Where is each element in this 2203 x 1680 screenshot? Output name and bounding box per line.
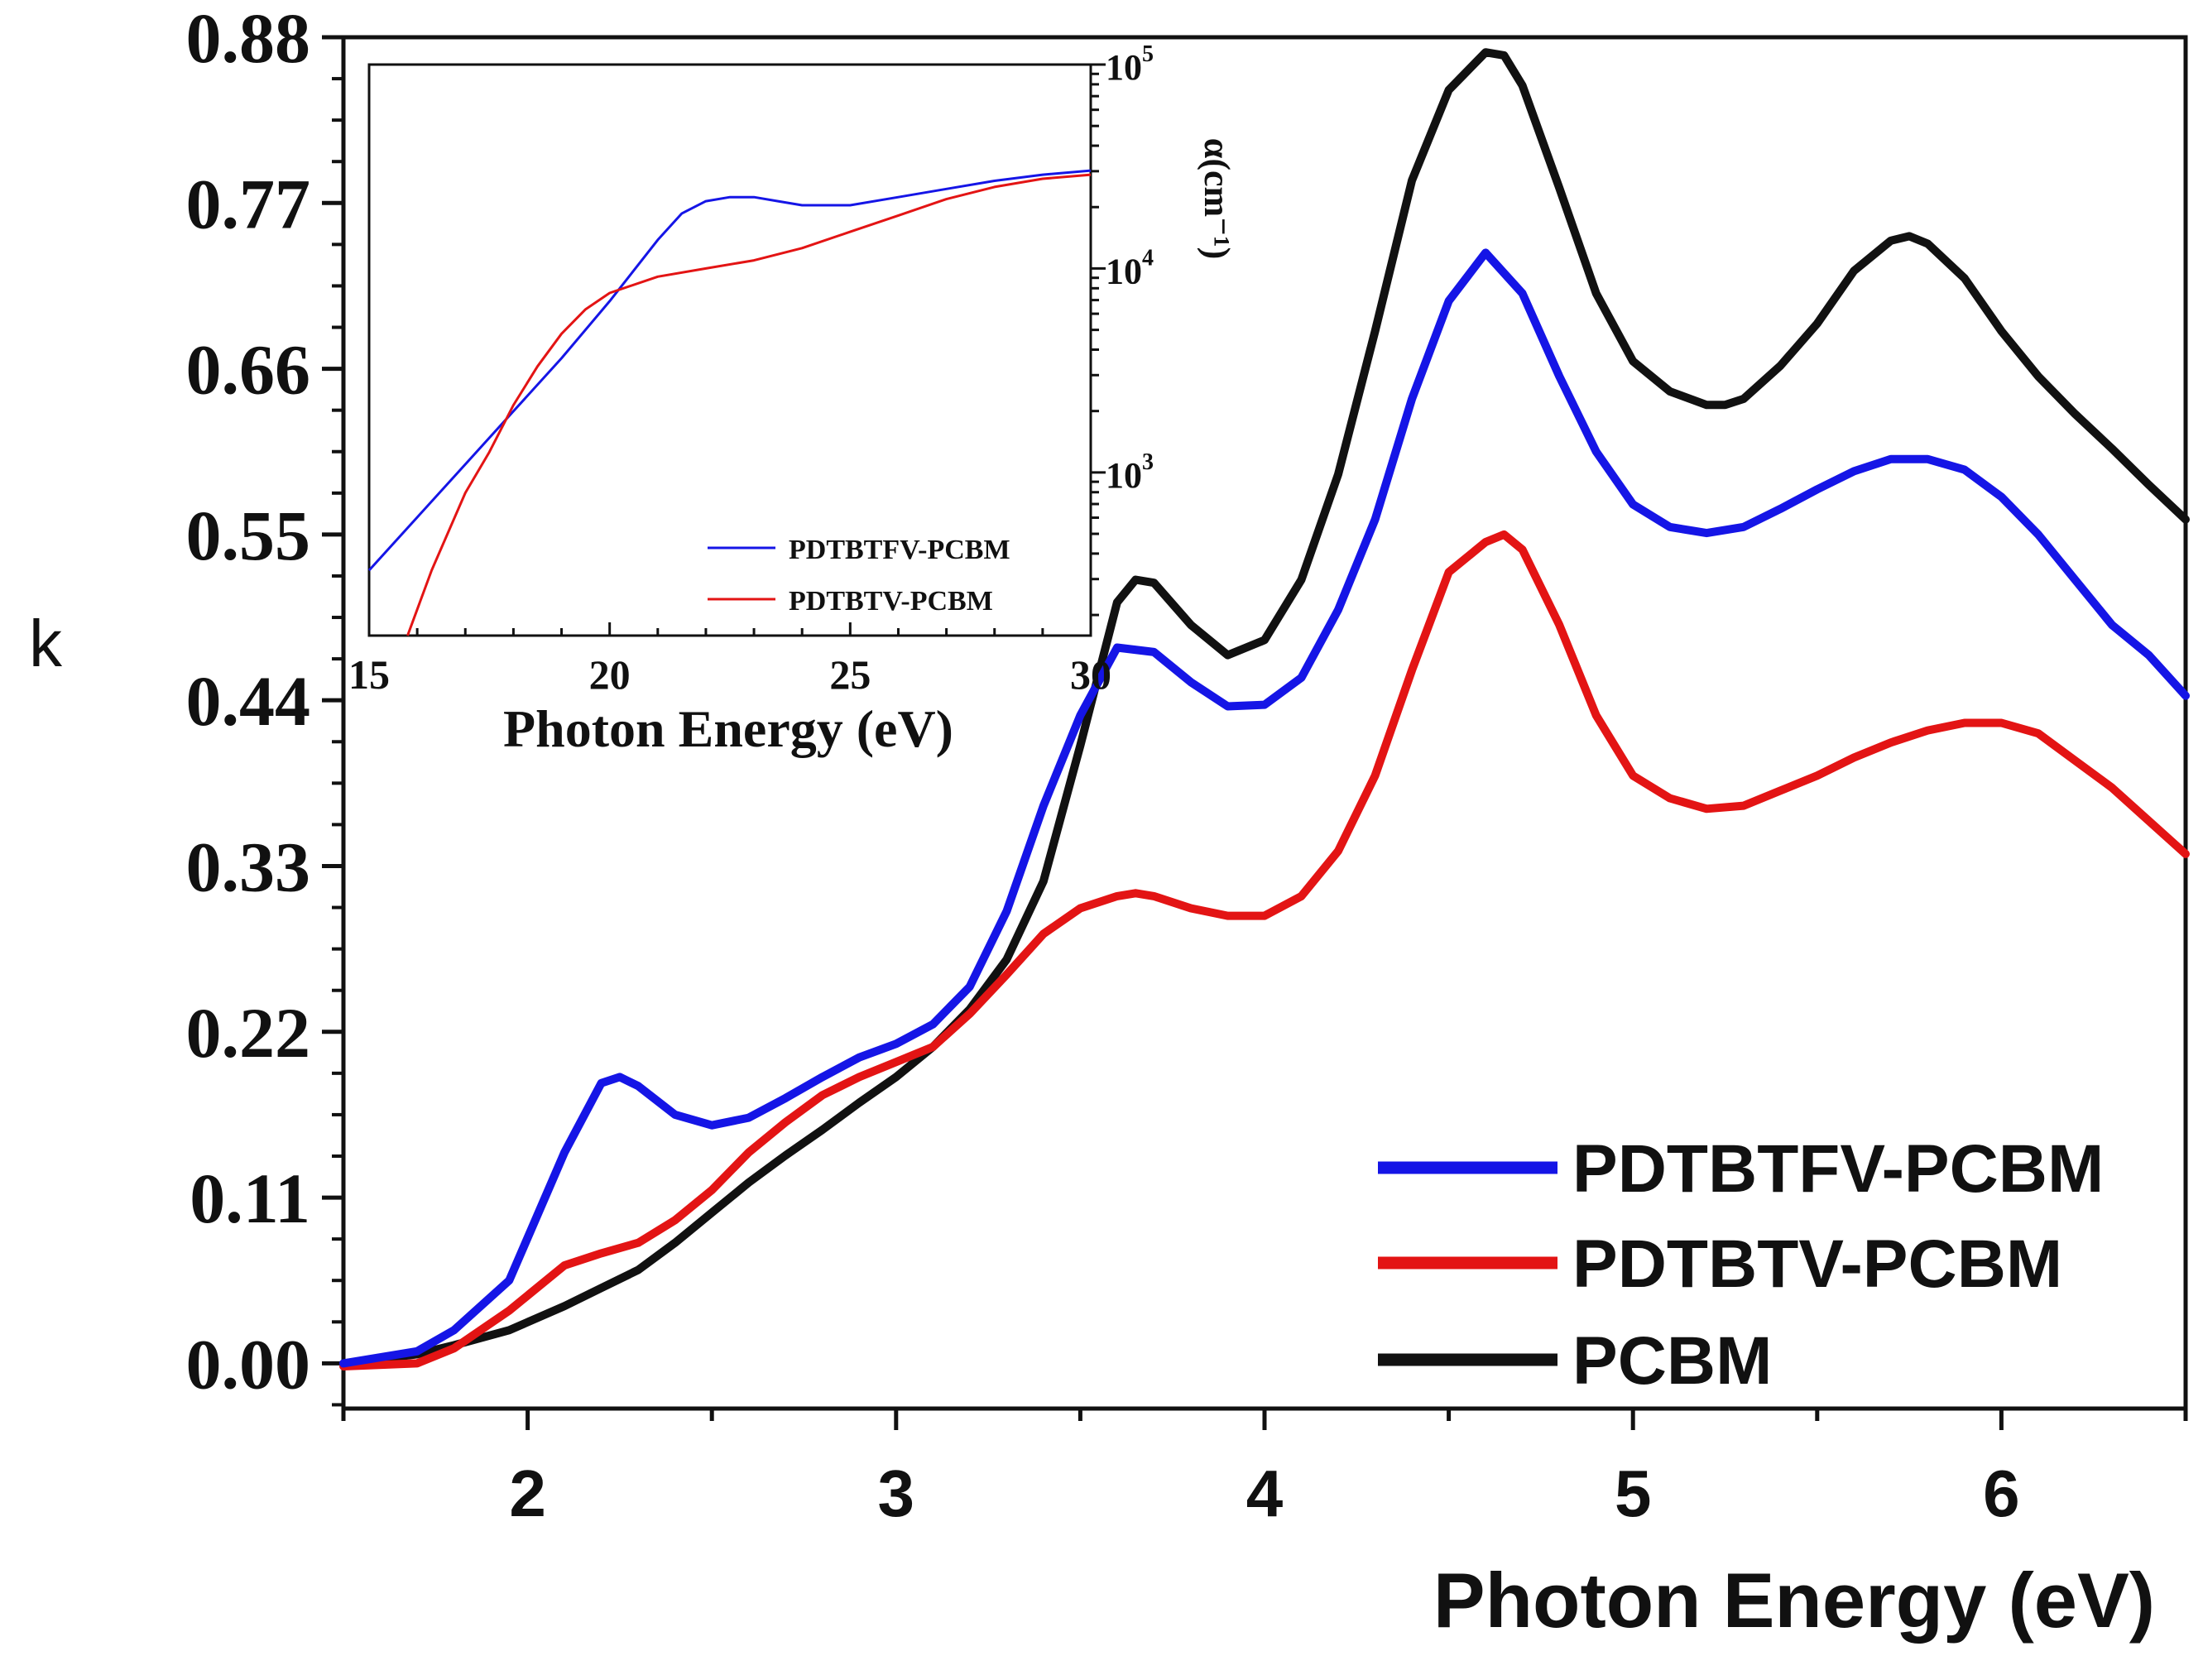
main-axes: 2 3 4 5 6 0.00 0.11 0.22 0.33 0.44 0.55 0.66 0.77 0.8…	[29, 0, 2190, 1644]
y-tick-label: 0.11	[190, 1159, 310, 1238]
inset-x-axis-label: Photon Energy (eV)	[503, 699, 953, 758]
inset-y-tick-label: 10	[1106, 251, 1142, 291]
inset-y-tick-label: 10	[1106, 455, 1142, 496]
main-series	[339, 48, 2190, 1370]
inset-y-tick-label: 10	[1106, 47, 1142, 88]
x-tick-label: 2	[509, 1457, 546, 1530]
inset-y-tick-exponent: 5	[1142, 41, 1154, 67]
y-tick-label: 0.00	[186, 1324, 311, 1404]
inset-series-line-pdtbtfv-pcbm	[367, 169, 1092, 572]
inset-x-tick-label: 30	[1070, 651, 1111, 698]
inset-y-tick-exponent: 4	[1142, 245, 1154, 271]
y-tick-label: 0.55	[186, 496, 311, 575]
y-tick-label: 0.22	[186, 993, 311, 1073]
y-tick-label: 0.77	[186, 164, 311, 243]
main-legend: PDTBTFV-PCBM PDTBTV-PCBM PCBM	[1378, 1131, 2104, 1399]
inset-legend: PDTBTFV-PCBM PDTBTV-PCBM	[708, 535, 1010, 617]
x-tick-label: 6	[1983, 1457, 2020, 1530]
x-tick-label: 3	[878, 1457, 915, 1530]
y-tick-label: 0.66	[186, 330, 311, 410]
series-line-pdtbtv-pcbm	[339, 530, 2190, 1370]
legend-label-pdtbtv-pcbm: PDTBTV-PCBM	[1572, 1226, 2062, 1302]
inset-background	[369, 65, 1091, 636]
legend-label-pcbm: PCBM	[1572, 1323, 1772, 1399]
inset-ticks	[367, 63, 1106, 636]
inset-x-tick-label: 20	[589, 651, 631, 698]
y-tick-label: 0.44	[186, 661, 311, 741]
y-tick-label: 0.33	[186, 827, 311, 906]
y-tick-label: 0.88	[186, 0, 311, 78]
legend-label-pdtbtfv-pcbm: PDTBTFV-PCBM	[1572, 1131, 2104, 1207]
inset-y-tick-exponent: 3	[1142, 449, 1154, 475]
main-y-axis-label: k	[29, 607, 63, 680]
main-tick-labels: 2 3 4 5 6 0.00 0.11 0.22 0.33 0.44 0.55 0.66 0.77 0.8…	[186, 0, 2020, 1530]
inset-x-tick-label: 15	[348, 651, 390, 698]
series-line-pdtbtfv-pcbm	[339, 248, 2190, 1368]
series-line-pcbm	[339, 48, 2190, 1368]
inset-series	[367, 169, 1092, 636]
inset-legend-label-pdtbtv-pcbm: PDTBTV-PCBM	[789, 586, 993, 617]
main-x-axis-label: Photon Energy (eV)	[1433, 1557, 2155, 1644]
inset-x-tick-label: 25	[829, 651, 871, 698]
x-tick-label: 5	[1615, 1457, 1652, 1530]
inset-legend-label-pdtbtfv-pcbm: PDTBTFV-PCBM	[789, 535, 1010, 565]
inset-y-axis-label: α(cm⁻¹)	[1197, 138, 1237, 259]
x-tick-label: 4	[1246, 1457, 1284, 1530]
inset-series-line-pdtbtv-pcbm	[406, 173, 1092, 636]
